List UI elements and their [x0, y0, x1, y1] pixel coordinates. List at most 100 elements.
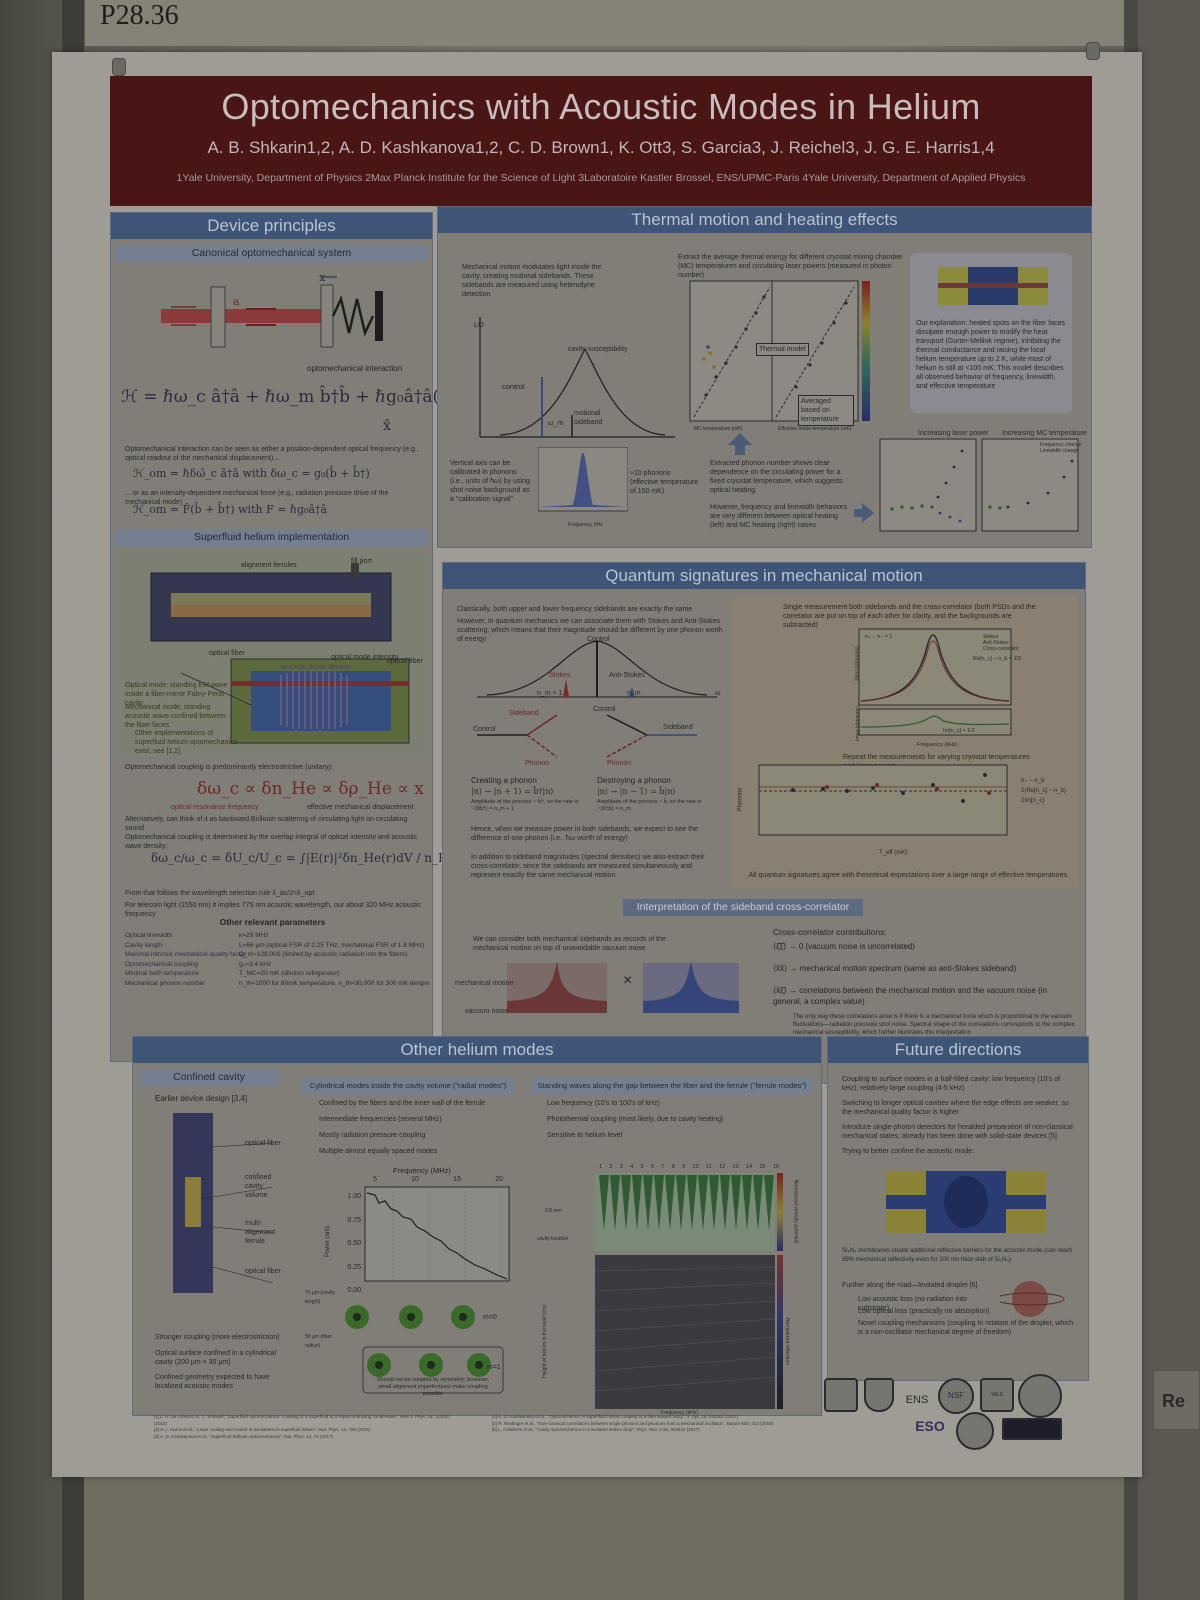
anti-stokes-label: Anti-Stokes [609, 672, 645, 679]
label-a: a [233, 295, 240, 308]
agreement-text: All quantum signatures agree with theore… [748, 872, 1068, 879]
radial-power-plot [364, 1186, 510, 1282]
fill-port-label: fill port [351, 558, 372, 565]
neighbor-board [1138, 0, 1200, 1600]
omega-m-label: ω_m [548, 420, 564, 427]
mode-number-ticks: 1 2 3 4 5 6 7 8 9 10 11 12 13 14 15 16 [599, 1163, 779, 1172]
future-panel: Future directions Coupling to surface mo… [827, 1036, 1089, 1381]
opt-res-freq-label: optical resonance frequency [171, 804, 259, 811]
droplet-bullet: Novel coupling mechanisms (coupling to r… [858, 1320, 1074, 1336]
heated-spots-figure [938, 267, 1048, 305]
confined-subtitle: Confined cavity [139, 1069, 279, 1086]
power-tick: 0.50 [347, 1240, 361, 1247]
mode-number: 3 [619, 1164, 623, 1170]
poster: Optomechanics with Acoustic Modes in Hel… [52, 42, 1142, 1477]
control-label: control [502, 382, 525, 391]
mode-number: 15 [759, 1164, 766, 1170]
superfluid-diagram [150, 563, 410, 744]
freq-khz-axis: Frequency (kHz) [661, 1410, 698, 1416]
droplet-icon [1000, 1281, 1065, 1317]
eff-mode-temp-axis-label: Effective mode temperature (mK) [778, 426, 852, 432]
future-bullet: Trying to better confine the acoustic mo… [842, 1148, 975, 1155]
other-modes-panel: Other helium modes Confined cavity Earli… [132, 1036, 822, 1416]
norm-reflection-label: Normalized reflection [783, 1318, 790, 1365]
control-peak-label: Control [587, 636, 610, 643]
times-symbol: × [623, 972, 633, 989]
destroying-phonon-eq: |n⟩ → |n − 1⟩ = b̂|n⟩ [597, 787, 676, 796]
references-left: [1] L. A. De Lorenzo, K. C. Schwab, "Sup… [154, 1414, 450, 1439]
mechanical-mode-text: Mechanical mode: standing acoustic wave … [125, 704, 226, 729]
confined-cavity-volume-label: confined cavity volume [245, 1174, 272, 1199]
seal-logo-icon [1018, 1374, 1062, 1418]
references-right: [4] A. D. Kashkanova et al., "Optomechan… [492, 1414, 774, 1432]
lo-label: LO [474, 320, 485, 329]
radial-mode-shapes [345, 1305, 504, 1394]
mechanical-motion-label: mechanical motion [455, 980, 514, 987]
membrane-figure [886, 1171, 1046, 1233]
poster-affiliations: 1Yale University, Department of Physics … [176, 172, 1026, 184]
stokes-spectrum [477, 640, 717, 698]
droplet-bullet: Low acoustic loss (no radiation into sub… [858, 1296, 967, 1312]
param-value: T_MC=20 mK (dilution refrigerator) [239, 970, 340, 977]
mode-number: 11 [705, 1164, 712, 1170]
overlap-text: Optomechanical coupling is determined by… [125, 834, 418, 850]
mode-number: 10 [692, 1164, 699, 1170]
interpretation-subtitle: Interpretation of the sideband cross-cor… [623, 899, 863, 916]
stokes-label: Stokes [549, 672, 571, 679]
radial-bullet: Confined by the fibers and the inner wal… [319, 1100, 486, 1107]
calibration-text: Vertical axis can be calibrated in phono… [450, 460, 530, 503]
confined-cavity-figure [173, 1113, 274, 1293]
future-bullet: Introduce single-photon detectors for he… [842, 1124, 1073, 1140]
helium-height-axis: Height of helium in the level (cm) [541, 1305, 548, 1378]
ferrule-subtitle: Standing waves along the gap between the… [531, 1077, 813, 1094]
param-name: Cavity length [125, 941, 163, 949]
neighbor-card: Re [1153, 1370, 1200, 1430]
frequency-change-legend: Frequency change [1040, 442, 1082, 448]
only-way-text: The only way these correlations arise is… [793, 1014, 1075, 1036]
panel-title: Thermal motion and heating effects [438, 207, 1091, 233]
right-arrow-icon [854, 503, 874, 523]
droplet-bullet: Low optical loss (practically no absorpt… [858, 1308, 990, 1315]
panel-title: Device principles [111, 213, 432, 239]
sideband-psd-plot [858, 628, 1012, 736]
mode-number: 5 [640, 1164, 644, 1170]
mode-number: 4 [630, 1164, 634, 1170]
text-intensity-dependent: ... or as an intensity-dependent mechani… [125, 490, 389, 506]
telecom-text: For telecom light (1550 nm) it implies 7… [125, 902, 422, 918]
mm-label: 0.8 mm [545, 1208, 562, 1214]
university-seal-icon [956, 1412, 994, 1450]
earlier-design-label: Earlier device design [3,4] [155, 1094, 248, 1103]
averaged-label: Averaged based on temperature [798, 395, 854, 426]
imag-axis-label: Imag (phonons) [855, 705, 862, 742]
mode-number: 13 [732, 1164, 739, 1170]
ens-logo: ENS [905, 1394, 929, 1406]
param-name: Optomechanical coupling [125, 960, 198, 968]
ten-phonons-label: ≈10 phonons (effective temperature of 15… [630, 470, 698, 495]
confined-bullet: Optical surface confined in a cylindrica… [155, 1350, 277, 1366]
destroying-phonon-title: Destroying a phonon [597, 776, 671, 785]
panel-title: Other helium modes [133, 1037, 821, 1063]
param-value: n_th≈1000 for 80mK temperature, n_th≈30,… [239, 979, 429, 987]
phonon-label-left: Phonon [525, 760, 550, 767]
legend-anti-stokes: Anti-Stokes [983, 640, 1009, 646]
mode-number: 9 [682, 1164, 686, 1170]
param-value: κ=29 MHz [239, 932, 269, 939]
power-ticks: 1.00 0.75 0.50 0.25 0.00 [339, 1185, 361, 1303]
panel-title: Future directions [828, 1037, 1088, 1063]
m1-label: m=1 [487, 1364, 501, 1371]
sideband-label-left: Sideband [509, 710, 539, 717]
frequency-mhz-label: Frequency (MHz) [393, 1166, 451, 1175]
hamiltonian: ℋ = ℏω_c â†â + ℏω_m b̂†b̂ + ℏg₀â†â(b̂ + … [121, 387, 502, 407]
addition-text: In addition to sideband magnitudes (spec… [471, 854, 705, 879]
real-axis-label: Real (phonons) [854, 646, 861, 681]
radial-bullet: Multiple almost equally spaced modes [319, 1148, 438, 1155]
power-axis-label: Power (arb) [325, 1225, 332, 1258]
droplet-title: Further along the road—levitated droplet… [842, 1282, 978, 1289]
mode-number: 1 [599, 1164, 603, 1170]
superfluid-subtitle: Superfluid helium implementation [115, 529, 428, 546]
optical-fiber-label: optical fiber [245, 1140, 281, 1147]
phonons-axis-label: Phonons [737, 787, 744, 812]
poster-title: Optomechanics with Acoustic Modes in Hel… [221, 86, 981, 127]
ferrule-mode-maps [594, 1173, 783, 1409]
param-value: g₀=3.4 kHz [239, 960, 272, 968]
